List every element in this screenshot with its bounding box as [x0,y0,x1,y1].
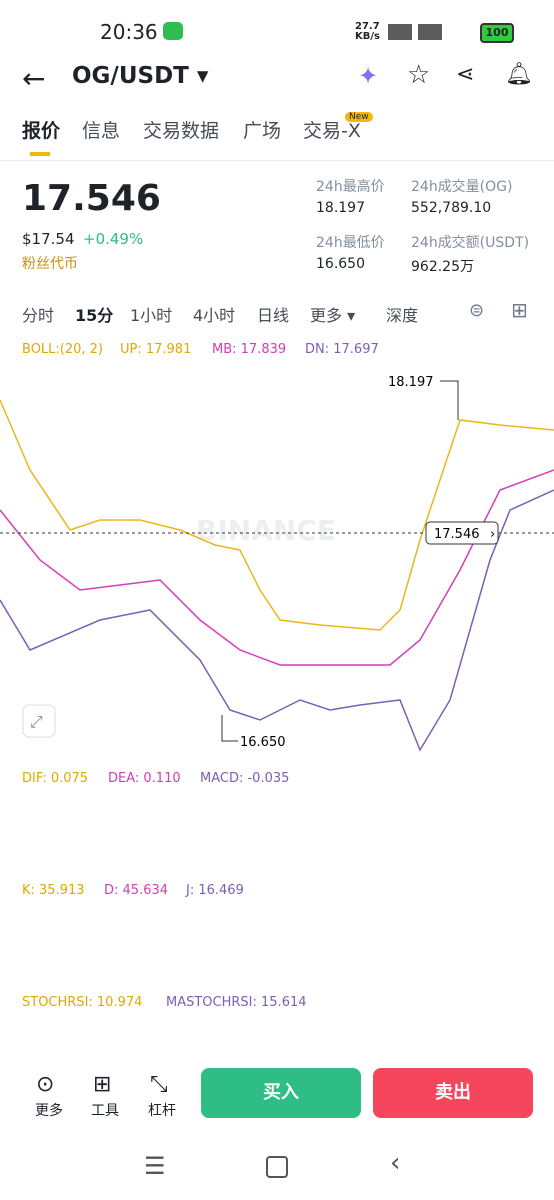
wechat-icon [163,22,183,40]
tag[interactable]: 粉丝代币 [22,256,78,272]
low-marker [221,715,238,742]
ai-icon[interactable]: ✦ [358,62,379,90]
tab[interactable]: 报价 [22,120,61,142]
kdj-j: J: 16.469 [185,883,244,898]
tab[interactable]: 交易-X [303,120,361,142]
high-marker [440,380,459,420]
boll-dn-line [0,489,554,752]
macd-dea: DEA: 0.110 [108,771,181,786]
low-label: 16.650 [240,735,286,750]
tab[interactable]: 交易数据 [143,120,220,142]
stochrsi: STOCHRSI: 10.974 [22,995,142,1010]
stat-label: 24h最高价 [316,179,385,195]
boll-up-line [0,399,554,631]
usd-price: $17.54 [22,230,75,248]
nav-home[interactable] [266,1156,288,1178]
signal-icons [388,24,448,40]
label: 更多 [310,306,343,325]
boll-dn: DN: 17.697 [305,342,379,357]
layout-icon[interactable]: ⊞ [511,298,528,322]
pair: OG/USDT [72,63,189,89]
pair-title[interactable]: OG/USDT ▾ [72,63,209,89]
macd-value: MACD: -0.035 [200,771,289,786]
star-icon[interactable]: ☆ [407,60,431,90]
network-speed: 27.7 KB/s [355,22,380,42]
stat-value: 962.25万 [411,259,474,275]
kline-chart: BOLL:(20, 2) UP: 17.981 MB: 17.839 DN: 1… [0,342,554,1010]
boll-mb: MB: 17.839 [212,342,286,357]
stat-value: 16.650 [316,256,365,272]
action[interactable]: 杠杆 [148,1103,176,1119]
stat-label: 24h成交额(USDT) [411,235,530,251]
current-price: 17.546 [434,527,480,542]
high-label: 18.197 [388,375,434,390]
sell-button[interactable]: 卖出 [373,1068,533,1118]
boll-mb-line [0,469,554,666]
change: +0.49% [83,230,144,248]
stat-label: 24h成交量(OG) [411,179,513,195]
interval[interactable]: 更多 ▾ [310,306,356,325]
nav-back[interactable]: ‹ [390,1148,401,1178]
leverage-icon[interactable]: ⤡ [150,1072,168,1097]
stat-value: 552,789.10 [411,200,492,216]
interval[interactable]: 分时 [22,306,55,325]
tools-icon[interactable]: ⊞ [93,1072,112,1097]
speed: 27.7 [355,21,380,32]
time: 20:36 [100,20,158,44]
bell-icon[interactable]: 🔔︎ [505,62,533,87]
watermark: BINANCE [196,514,336,547]
tab-indicator [30,152,50,156]
action[interactable]: 工具 [91,1103,119,1119]
fullscreen-button[interactable] [22,704,56,738]
interval[interactable]: 4小时 [193,306,236,325]
tag-arrow: › [490,527,495,542]
boll-label: BOLL:(20, 2) [22,342,103,357]
stat-value: 18.197 [316,200,365,216]
kdj-k: K: 35.913 [22,883,85,898]
battery: 100 [480,23,514,43]
stat-label: 24h最低价 [316,235,385,251]
new-badge: New [345,112,373,122]
share-icon[interactable]: ⋖ [456,62,475,87]
nav-menu[interactable]: ☰ [144,1152,166,1180]
back-button[interactable]: ← [22,62,46,95]
settings-icon[interactable]: ⊜ [469,300,485,321]
fullscreen-icon: ⤢ [30,712,43,731]
action[interactable]: 更多 [35,1103,63,1119]
interval[interactable]: 日线 [257,306,290,325]
more-icon[interactable]: ⊙ [36,1072,55,1097]
last-price: 17.546 [22,178,161,219]
current-price-tag[interactable] [425,521,499,545]
tab[interactable]: 广场 [243,120,282,142]
macd-dif: DIF: 0.075 [22,771,88,786]
interval[interactable]: 深度 [386,306,419,325]
interval[interactable]: 1小时 [130,306,173,325]
kdj-d: D: 45.634 [104,883,168,898]
boll-up: UP: 17.981 [120,342,191,357]
interval[interactable]: 15分 [75,306,114,325]
buy-button[interactable]: 买入 [201,1068,361,1118]
unit: KB/s [355,31,380,42]
tab[interactable]: 信息 [82,120,121,142]
mastochrsi: MASTOCHRSI: 15.614 [166,995,307,1010]
divider [0,160,554,161]
